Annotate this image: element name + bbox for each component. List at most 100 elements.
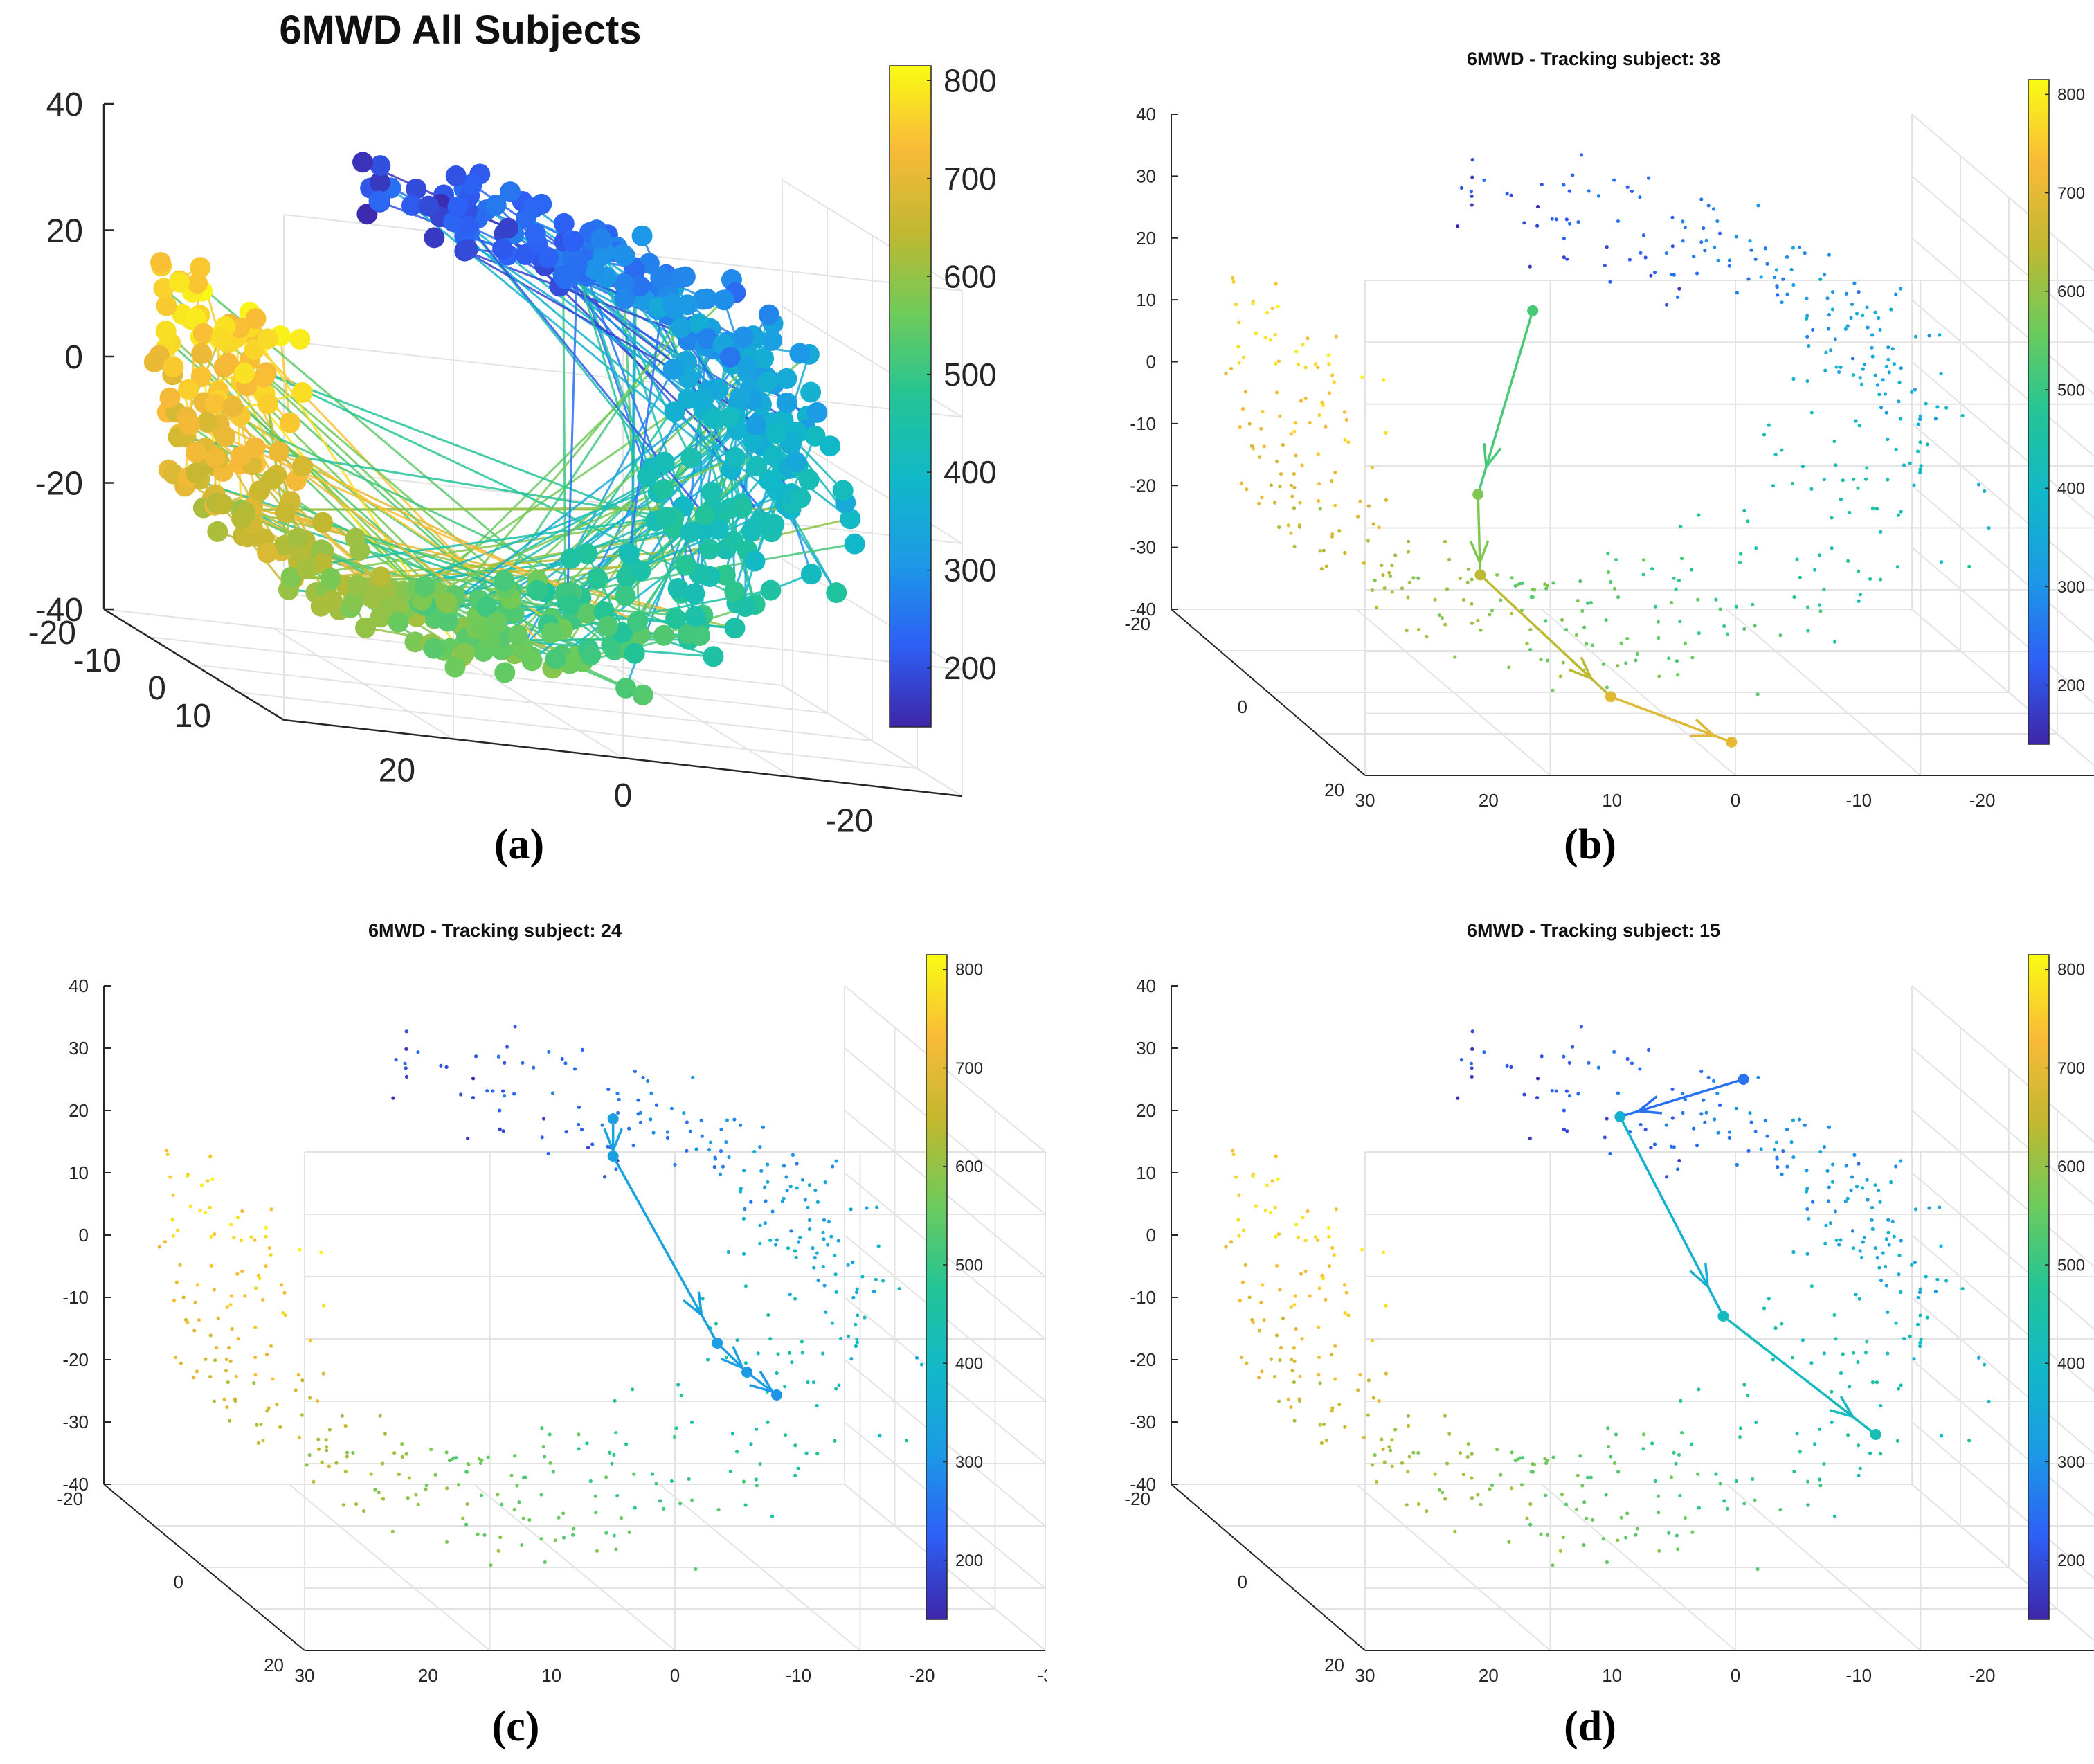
data-point [1818, 277, 1823, 281]
data-point [1366, 504, 1371, 508]
data-point [1646, 1047, 1651, 1052]
data-point [461, 1516, 465, 1520]
data-point [1877, 1266, 1881, 1270]
data-point [1603, 263, 1607, 268]
data-point [1831, 290, 1835, 294]
data-point [1540, 182, 1544, 187]
data-point [1616, 1538, 1620, 1542]
data-point [1510, 576, 1514, 580]
data-point [1718, 1482, 1722, 1486]
data-point [766, 1180, 770, 1184]
data-point [1308, 1294, 1312, 1298]
data-point [186, 1173, 190, 1178]
data-point [553, 213, 575, 234]
data-point [1899, 510, 1903, 514]
data-point [1877, 393, 1881, 397]
data-point [275, 1403, 279, 1407]
data-point [881, 1279, 885, 1283]
data-point [1535, 204, 1540, 209]
data-point [1756, 204, 1760, 208]
data-point [1614, 1432, 1618, 1437]
data-point [1509, 193, 1513, 197]
data-point [1870, 506, 1875, 510]
data-point [171, 1234, 175, 1238]
data-point [404, 1074, 409, 1079]
data-point [1606, 1426, 1610, 1430]
data-point [1237, 361, 1241, 365]
data-point [433, 1473, 437, 1477]
data-point [1677, 578, 1681, 582]
z-tick-label: 40 [1136, 975, 1156, 996]
data-point [834, 1290, 838, 1294]
z-tick-label: 40 [1136, 104, 1156, 125]
data-point [1317, 1355, 1321, 1360]
data-point [369, 172, 390, 193]
data-point [812, 1266, 816, 1270]
data-point [541, 622, 562, 644]
data-point [1879, 406, 1884, 410]
data-point [1689, 1442, 1694, 1446]
data-point [225, 1405, 229, 1410]
data-point [347, 574, 368, 595]
chart-panel-c: 40 30 20 10 0 -10 -20 -30 -40 -20 0 20 30 20 10 0 -10 -20… [0, 882, 1047, 1764]
data-point [341, 1503, 345, 1507]
data-point [763, 1185, 767, 1189]
data-point [1805, 605, 1810, 609]
data-point [1879, 1279, 1884, 1283]
data-point [824, 1310, 828, 1314]
data-point [1807, 343, 1811, 348]
track-arrow-head [1483, 443, 1502, 470]
data-point [1313, 1235, 1318, 1239]
data-point [461, 174, 482, 195]
colorbar-gradient [2028, 79, 2050, 745]
data-point [1983, 489, 1987, 493]
data-point [459, 1092, 463, 1097]
data-point [806, 402, 828, 423]
data-point [1924, 1275, 1928, 1279]
data-point [531, 193, 552, 215]
data-point [734, 596, 756, 618]
data-point [662, 293, 683, 314]
colorbar-tick-label: 700 [955, 1059, 983, 1078]
z-tick-label: 20 [69, 1100, 89, 1121]
data-point [1405, 1503, 1409, 1507]
data-point [190, 366, 212, 387]
chart-d-caption: (d) [1564, 1703, 1616, 1750]
data-point [171, 1193, 175, 1197]
data-point [1330, 1409, 1334, 1413]
z-tick-label: -20 [62, 1349, 89, 1370]
data-point [687, 1477, 691, 1481]
chart-b-caption: (b) [1564, 821, 1616, 868]
data-point [1717, 231, 1722, 235]
chart-c-data [157, 1025, 930, 1572]
data-point [678, 1502, 683, 1506]
data-point [1425, 634, 1429, 639]
data-point [370, 155, 391, 177]
data-point [612, 1452, 616, 1457]
data-point [1231, 280, 1236, 284]
z-tick-label: 0 [1146, 1225, 1156, 1245]
data-point [820, 435, 841, 457]
data-point [165, 1152, 170, 1157]
data-point [498, 1127, 502, 1131]
data-point [1324, 1439, 1328, 1443]
data-point [815, 1452, 820, 1456]
z-tick-label: -20 [35, 465, 83, 502]
data-point [255, 1423, 259, 1427]
data-point [793, 1249, 797, 1253]
data-point [815, 1200, 820, 1204]
data-point [212, 1399, 216, 1403]
data-point [1886, 1230, 1890, 1234]
data-point [612, 1533, 616, 1538]
data-point [1918, 414, 1922, 418]
data-point [1852, 1246, 1856, 1250]
data-point [837, 1383, 841, 1387]
data-point [1817, 1477, 1822, 1482]
data-point [1317, 1286, 1321, 1290]
data-point [553, 1538, 557, 1542]
data-point [1679, 1398, 1683, 1403]
data-point [1292, 544, 1297, 548]
data-point [617, 1097, 621, 1101]
data-point [368, 190, 390, 212]
data-point [377, 1491, 381, 1495]
